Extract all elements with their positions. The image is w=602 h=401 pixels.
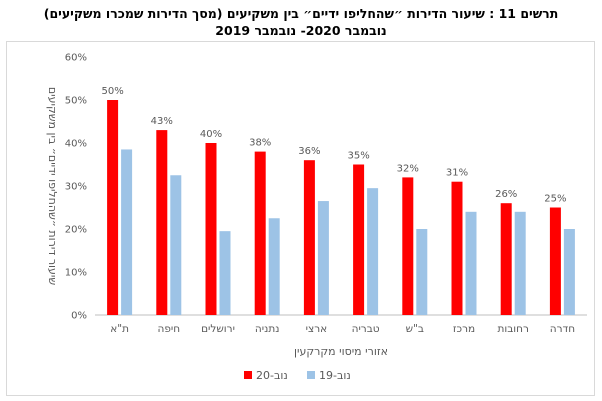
legend-swatch-nov19: [307, 371, 315, 379]
bar-nov20: [402, 177, 414, 315]
data-label: 40%: [200, 129, 222, 140]
bar-nov19: [317, 201, 329, 315]
data-label: 50%: [101, 86, 123, 97]
category-label: נתניה: [255, 323, 280, 335]
category-labels: ת"א חיפה ירושלים נתניה ארצי טבריה ב"ש מרכז רחובו…: [110, 323, 575, 335]
bar-nov20: [254, 151, 266, 315]
x-axis-title: אזורי מיסוי מקרקעין: [294, 345, 388, 358]
bar-nov19: [219, 231, 231, 315]
bar-nov20: [107, 100, 119, 315]
bar-chart: 0% 10% 20% 30% 40% 50% 60% 50% 43% 40% 38% 36% 35% 3…: [46, 53, 587, 382]
bar-nov19: [170, 175, 182, 315]
data-label: 26%: [495, 189, 517, 200]
bars: [107, 100, 575, 315]
bar-nov19: [268, 218, 280, 315]
data-label: 38%: [249, 138, 271, 149]
y-axis-ticks: 0% 10% 20% 30% 40% 50% 60%: [65, 53, 87, 322]
bar-nov20: [451, 181, 463, 315]
data-label: 31%: [446, 168, 468, 179]
chart-title-line-1: תרשים 11 : שיעור הדירות ״שהחליפו ידיים״ …: [43, 6, 559, 21]
category-label: ארצי: [306, 323, 328, 335]
data-label: 25%: [544, 194, 566, 205]
bar-nov20: [549, 207, 561, 315]
data-label: 36%: [298, 146, 320, 157]
bar-nov20: [303, 160, 315, 315]
y-tick-label: 50%: [65, 96, 87, 107]
chart-frame: 0% 10% 20% 30% 40% 50% 60% 50% 43% 40% 38% 36% 35% 3…: [6, 41, 595, 396]
bar-nov19: [563, 229, 575, 315]
y-tick-label: 20%: [65, 225, 87, 236]
category-label: חדרה: [550, 323, 575, 335]
data-label: 35%: [347, 151, 369, 162]
category-label: חיפה: [157, 323, 180, 335]
bar-nov20: [353, 164, 365, 315]
bar-nov20: [500, 203, 512, 315]
bar-nov19: [465, 211, 477, 315]
legend-swatch-nov20: [244, 371, 252, 379]
category-label: ב"ש: [406, 323, 424, 335]
y-axis-title: שיעור דירות ״שהחליפו ידיים״ בין משקיעים: [46, 87, 59, 286]
category-label: רחובות: [497, 323, 528, 335]
y-tick-label: 10%: [65, 268, 87, 279]
bar-nov19: [121, 149, 133, 315]
data-labels: 50% 43% 40% 38% 36% 35% 32% 31% 26% 25%: [101, 86, 566, 205]
legend: נוב-20 נוב-19: [244, 369, 351, 382]
y-tick-label: 40%: [65, 139, 87, 150]
category-label: ירושלים: [201, 323, 235, 335]
category-label: ת"א: [110, 323, 129, 335]
category-label: טבריה: [352, 323, 380, 335]
y-tick-label: 30%: [65, 182, 87, 193]
data-label: 43%: [151, 116, 173, 127]
y-tick-label: 60%: [65, 53, 87, 64]
bar-nov19: [367, 188, 379, 315]
bar-nov19: [416, 229, 428, 315]
legend-label: נוב-19: [319, 369, 351, 382]
bar-nov20: [156, 130, 168, 315]
bar-nov19: [514, 211, 526, 315]
legend-label: נוב-20: [256, 369, 288, 382]
data-label: 32%: [397, 163, 419, 174]
category-label: מרכז: [453, 323, 475, 335]
bar-nov20: [205, 143, 217, 315]
y-tick-label: 0%: [71, 311, 87, 322]
chart-title-line-2: נובמבר 2020- נובמבר 2019: [215, 23, 387, 38]
